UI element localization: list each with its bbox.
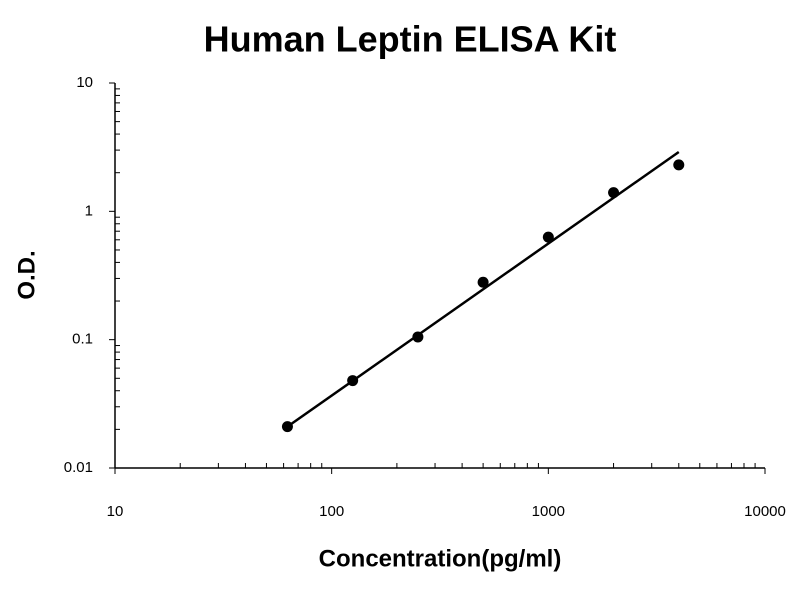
y-tick-label: 1: [85, 202, 93, 219]
chart-title: Human Leptin ELISA Kit: [204, 19, 617, 60]
data-point: [281, 421, 293, 433]
y-tick-label: 10: [76, 74, 93, 91]
data-point: [673, 159, 685, 171]
y-tick-label: 0.1: [72, 331, 93, 348]
x-tick-label: 1000: [532, 503, 565, 520]
data-point: [412, 331, 424, 343]
data-point: [477, 276, 489, 288]
x-tick-label: 10: [107, 503, 124, 520]
data-point: [608, 187, 620, 199]
y-tick-label: 0.01: [64, 459, 93, 476]
x-tick-label: 100: [319, 503, 344, 520]
data-point: [347, 375, 359, 387]
data-point: [542, 231, 554, 243]
x-tick-label: 10000: [744, 503, 786, 520]
trendline: [286, 150, 680, 428]
x-axis-title: Concentration(pg/ml): [319, 545, 562, 572]
y-axis-title: O.D.: [13, 250, 40, 299]
